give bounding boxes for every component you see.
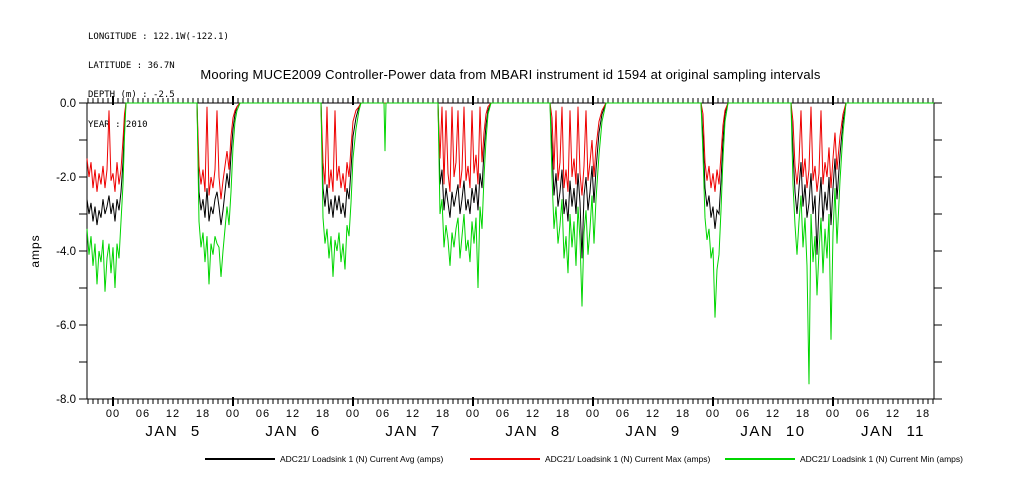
legend-max-line-sample [470, 458, 540, 460]
metadata-latitude: LATITUDE : 36.7N [88, 60, 175, 71]
svg-text:JAN 5: JAN 5 [145, 423, 200, 440]
series-avg-line [86, 102, 934, 259]
legend-min-label: ADC21/ Loadsink 1 (N) Current Min (amps) [800, 454, 963, 464]
svg-text:18: 18 [556, 408, 570, 420]
svg-text:06: 06 [256, 408, 270, 420]
svg-text:06: 06 [856, 408, 870, 420]
svg-text:18: 18 [676, 408, 690, 420]
plot-frame [86, 102, 935, 400]
svg-text:00: 00 [826, 408, 840, 420]
series-min-line [86, 102, 934, 385]
svg-text:JAN 7: JAN 7 [385, 423, 440, 440]
svg-text:12: 12 [646, 408, 660, 420]
x-day-labels: JAN 5 JAN 6 JAN 7 JAN 8 JAN 9 JAN 10 JAN 11 [145, 423, 925, 440]
svg-text:-8.0: -8.0 [56, 394, 76, 406]
svg-text:0.0: 0.0 [60, 98, 76, 110]
metadata-year: YEAR : 2010 [88, 119, 148, 130]
svg-text:JAN 11: JAN 11 [861, 423, 925, 440]
svg-text:JAN 9: JAN 9 [625, 423, 680, 440]
x-axis-ticks [87, 96, 934, 406]
y-axis-ticks [79, 102, 942, 400]
svg-text:00: 00 [346, 408, 360, 420]
svg-text:18: 18 [436, 408, 450, 420]
legend-avg-line-sample [205, 458, 275, 460]
svg-text:00: 00 [586, 408, 600, 420]
svg-text:-4.0: -4.0 [56, 246, 76, 258]
svg-text:12: 12 [166, 408, 180, 420]
svg-text:18: 18 [916, 408, 930, 420]
y-tick-labels: 0.0 -2.0 -4.0 -6.0 -8.0 [56, 98, 76, 406]
legend-avg-label: ADC21/ Loadsink 1 (N) Current Avg (amps) [280, 454, 444, 464]
svg-text:06: 06 [736, 408, 750, 420]
svg-text:12: 12 [526, 408, 540, 420]
series-lines [86, 102, 934, 385]
svg-text:06: 06 [616, 408, 630, 420]
legend-max-label: ADC21/ Loadsink 1 (N) Current Max (amps) [545, 454, 711, 464]
series-max-line [86, 102, 934, 200]
svg-text:12: 12 [406, 408, 420, 420]
x-hour-labels: 00 06 12 18 00 06 12 18 00 06 12 18 00 06 12 18 00 06 12 18… [106, 408, 930, 420]
svg-text:00: 00 [706, 408, 720, 420]
metadata-block: LONGITUDE : 122.1W(-122.1) LATITUDE : 36… [88, 13, 229, 150]
svg-text:06: 06 [376, 408, 390, 420]
svg-text:18: 18 [316, 408, 330, 420]
metadata-longitude: LONGITUDE : 122.1W(-122.1) [88, 31, 229, 42]
svg-text:12: 12 [766, 408, 780, 420]
svg-text:06: 06 [136, 408, 150, 420]
svg-text:00: 00 [226, 408, 240, 420]
svg-text:00: 00 [466, 408, 480, 420]
svg-text:18: 18 [196, 408, 210, 420]
svg-text:06: 06 [496, 408, 510, 420]
svg-text:-2.0: -2.0 [56, 172, 76, 184]
y-axis-title: amps [28, 234, 42, 267]
svg-text:00: 00 [106, 408, 120, 420]
metadata-depth: DEPTH (m) : -2.5 [88, 90, 175, 101]
svg-text:12: 12 [886, 408, 900, 420]
svg-text:12: 12 [286, 408, 300, 420]
legend-min-line-sample [725, 458, 795, 460]
svg-text:-6.0: -6.0 [56, 320, 76, 332]
plot-title: Mooring MUCE2009 Controller-Power data f… [200, 67, 821, 82]
svg-text:JAN 8: JAN 8 [505, 423, 560, 440]
svg-text:JAN 10: JAN 10 [740, 423, 805, 440]
svg-text:18: 18 [796, 408, 810, 420]
svg-text:JAN 6: JAN 6 [265, 423, 320, 440]
